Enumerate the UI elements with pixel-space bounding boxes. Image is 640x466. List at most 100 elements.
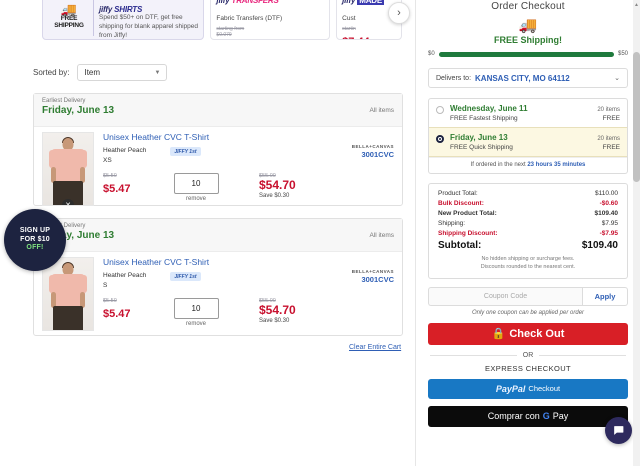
lock-icon: 🔒 bbox=[491, 328, 506, 340]
express-checkout-label: EXPRESS CHECKOUT bbox=[485, 363, 571, 373]
radio-icon[interactable] bbox=[436, 106, 444, 114]
free-shipping-line1: FREE bbox=[60, 14, 78, 22]
shipping-option-friday[interactable]: Friday, June 13 20 items FREE Quick Ship… bbox=[429, 127, 627, 157]
page-title: Order Checkout bbox=[491, 1, 565, 12]
upload-image-button[interactable]: Upload Image bbox=[265, 39, 327, 40]
signup-offer-bubble[interactable]: SIGN UP FOR $10 OFF! bbox=[4, 209, 66, 271]
promo-starting-from-made: startin bbox=[342, 26, 356, 32]
totals-note-line1: No hidden shipping or surcharge fees. bbox=[481, 256, 575, 262]
total-label: Shipping: bbox=[438, 220, 466, 227]
product-color: Heather Peach bbox=[103, 272, 147, 280]
product-sku-link[interactable]: 3001CVC bbox=[361, 150, 394, 159]
progress-bar-fill bbox=[438, 51, 614, 57]
shipping-option-date: Wednesday, June 11 bbox=[450, 104, 528, 113]
product-title-link[interactable]: Unisex Heather CVC T-Shirt bbox=[103, 257, 210, 267]
countdown-value: 23 hours 35 minutes bbox=[527, 162, 586, 168]
cart-group: Earliest Delivery Friday, June 13 All it… bbox=[33, 93, 403, 206]
quantity-input[interactable]: 10 bbox=[173, 172, 219, 194]
shipping-option-count: 20 items bbox=[597, 136, 620, 142]
promo-brand-transfers: jiffy TRANSFERS bbox=[216, 0, 279, 5]
paypal-logo-text: PayPal bbox=[495, 383, 526, 394]
product-thumbnail[interactable]: ✕ bbox=[42, 132, 94, 206]
signup-line1: SIGN UP bbox=[19, 226, 51, 234]
order-checkout-panel: Order Checkout 🚚 FREE Shipping! $0 $50 D… bbox=[415, 0, 640, 466]
sort-selected-value: Item bbox=[84, 68, 101, 77]
product-color: Heather Peach bbox=[103, 147, 147, 155]
remove-link[interactable]: remove bbox=[185, 320, 206, 327]
free-shipping-text: FREE Shipping! bbox=[494, 35, 562, 45]
remove-link[interactable]: remove bbox=[185, 195, 206, 202]
all-items-label: All items bbox=[369, 107, 394, 114]
product-sku-link[interactable]: 3001CVC bbox=[361, 275, 394, 284]
coupon-input[interactable]: Coupon Code bbox=[428, 286, 582, 306]
subtotal-label: Subtotal: bbox=[438, 240, 482, 251]
chevron-down-icon: ▼ bbox=[154, 69, 161, 76]
chat-support-icon[interactable] bbox=[605, 417, 632, 444]
promo-subtitle-made: Cust bbox=[342, 15, 356, 22]
coupon-note: Only one coupon can be applied per order bbox=[471, 309, 585, 316]
subtotal-value: $109.40 bbox=[581, 240, 618, 251]
line-total: $54.70 bbox=[259, 177, 296, 192]
total-row-new-product: New Product Total: $109.40 bbox=[438, 210, 618, 217]
total-value: $110.00 bbox=[594, 190, 618, 197]
google-pay-button[interactable]: Comprar con G Pay bbox=[428, 405, 628, 427]
cart-item: ✕ Unisex Heather CVC T-Shirt Heather Pea… bbox=[34, 127, 402, 212]
shipping-option-wednesday[interactable]: Wednesday, June 11 20 items FREE Fastest… bbox=[429, 99, 627, 127]
sort-control: Sorted by: Item ▼ bbox=[33, 64, 168, 81]
earliest-delivery-label: Earliest Delivery bbox=[42, 223, 86, 229]
check-out-button[interactable]: 🔒 Check Out bbox=[428, 322, 628, 345]
jiffy-first-badge: JIFFY 1st bbox=[170, 272, 201, 282]
remove-item-icon[interactable]: ✕ bbox=[62, 199, 74, 205]
totals-note-line2: Discounts rounded to the nearest cent. bbox=[480, 264, 576, 271]
delivery-address-selector[interactable]: Delivers to: KANSAS CITY, MO 64112 ⌄ bbox=[428, 68, 628, 88]
earliest-delivery-label: Earliest Delivery bbox=[42, 98, 86, 104]
page-scrollbar[interactable]: ▲ bbox=[633, 0, 640, 466]
promo-card-shirts[interactable]: 🚚 FREE SHIPPING jiffy SHIRTS Spend $50+ … bbox=[42, 0, 205, 40]
delivery-group-header: Earliest Delivery Friday, June 13 All it… bbox=[34, 94, 402, 127]
quantity-input[interactable]: 10 bbox=[173, 297, 219, 319]
promo-brand-made: jiffy MADE bbox=[342, 0, 396, 5]
total-label: Product Total: bbox=[438, 190, 478, 197]
order-countdown: If ordered in the next 23 hours 35 minut… bbox=[429, 157, 627, 173]
product-title-link[interactable]: Unisex Heather CVC T-Shirt bbox=[103, 132, 210, 142]
delivery-date: Friday, June 13 bbox=[42, 105, 115, 116]
delivery-truck-icon: 🚚 bbox=[518, 17, 538, 34]
product-thumbnail[interactable] bbox=[42, 257, 94, 331]
total-value: $7.95 bbox=[601, 220, 618, 227]
promo-card-transfers[interactable]: jiffy TRANSFERS Fabric Transfers (DTF) s… bbox=[210, 0, 331, 40]
free-shipping-line2: SHIPPING bbox=[54, 21, 84, 29]
apply-coupon-button[interactable]: Apply bbox=[582, 286, 628, 306]
signup-line2: FOR $10 bbox=[20, 235, 50, 243]
paypal-checkout-label: Checkout bbox=[528, 384, 561, 393]
total-value: $109.40 bbox=[594, 210, 619, 217]
shipping-option-name: FREE Fastest Shipping bbox=[450, 115, 518, 122]
product-brand: BELLA+CANVAS bbox=[351, 144, 394, 149]
promo-price-made: $7.44 bbox=[342, 36, 370, 40]
total-row-shipping: Shipping: $7.95 bbox=[438, 220, 618, 227]
delivery-date: Friday, June 13 bbox=[42, 230, 115, 241]
radio-icon-selected[interactable] bbox=[436, 135, 444, 143]
unit-price: $5.47 bbox=[103, 182, 131, 195]
scrollbar-thumb[interactable] bbox=[633, 52, 640, 182]
line-total-original: $55.00 bbox=[259, 297, 276, 304]
delivery-address-value: KANSAS CITY, MO 64112 bbox=[475, 73, 570, 83]
promo-brand-shirts: jiffy SHIRTS bbox=[99, 5, 143, 14]
clear-entire-cart-link[interactable]: Clear Entire Cart bbox=[349, 344, 402, 351]
gpay-pay-label: Pay bbox=[552, 411, 569, 421]
cart-group: Earliest Delivery Friday, June 13 All it… bbox=[33, 218, 403, 336]
total-value: -$7.95 bbox=[599, 230, 618, 237]
shipping-option-count: 20 items bbox=[597, 107, 620, 113]
scroll-up-arrow-icon[interactable]: ▲ bbox=[634, 2, 639, 8]
gpay-label: Comprar con bbox=[487, 411, 540, 421]
sort-label: Sorted by: bbox=[33, 68, 70, 77]
coupon-form: Coupon Code Apply bbox=[428, 286, 628, 306]
carousel-next-icon[interactable]: › bbox=[388, 2, 410, 24]
sort-select[interactable]: Item ▼ bbox=[77, 64, 168, 81]
unit-price-original: $5.50 bbox=[103, 172, 117, 179]
shipping-options-list: Wednesday, June 11 20 items FREE Fastest… bbox=[428, 98, 628, 174]
promo-text-shirts: Spend $50+ on DTF, get free shipping for… bbox=[99, 14, 199, 39]
shipping-option-cost: FREE bbox=[602, 115, 620, 122]
paypal-checkout-button[interactable]: PayPal Checkout bbox=[428, 378, 628, 399]
progress-min-label: $0 bbox=[428, 51, 435, 57]
